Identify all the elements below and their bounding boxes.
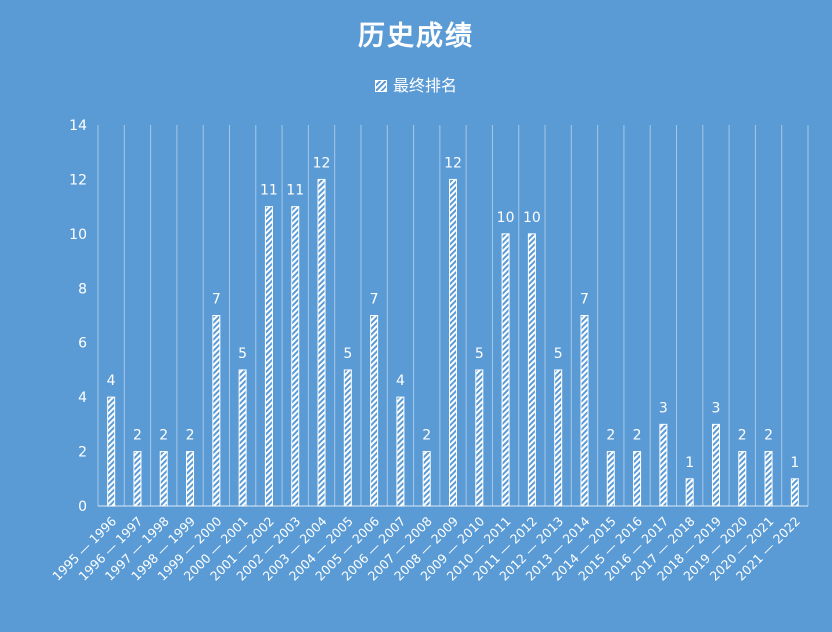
data-label: 7 — [370, 292, 379, 308]
data-label: 5 — [238, 346, 247, 362]
data-label: 3 — [659, 400, 668, 416]
y-tick-label: 0 — [78, 499, 87, 515]
data-label: 7 — [212, 292, 221, 308]
bar — [475, 369, 484, 507]
bar — [396, 396, 405, 507]
data-label: 11 — [260, 183, 278, 199]
data-label: 2 — [606, 428, 615, 444]
y-tick-label: 14 — [69, 118, 87, 134]
data-label: 5 — [554, 346, 563, 362]
bar — [738, 451, 747, 507]
bar — [212, 315, 221, 507]
y-tick-label: 10 — [69, 227, 87, 243]
bar — [343, 369, 352, 507]
chart-title: 历史成绩 — [358, 21, 474, 52]
bar — [133, 451, 142, 507]
data-label: 12 — [444, 155, 462, 171]
data-label: 5 — [343, 346, 352, 362]
data-label: 10 — [523, 210, 541, 226]
bar — [606, 451, 615, 507]
bar — [659, 423, 668, 507]
bar — [317, 178, 326, 507]
data-label: 2 — [159, 428, 168, 444]
bar — [291, 206, 300, 507]
data-label: 2 — [133, 428, 142, 444]
data-label: 2 — [633, 428, 642, 444]
y-tick-label: 8 — [78, 281, 87, 297]
legend-label: 最终排名 — [392, 76, 457, 95]
bar — [711, 423, 720, 507]
y-tick-label: 6 — [78, 336, 87, 352]
bar — [580, 315, 589, 507]
bar — [527, 233, 536, 507]
bar — [159, 451, 168, 507]
data-label: 4 — [107, 373, 116, 389]
data-label: 2 — [186, 428, 195, 444]
bar — [449, 178, 457, 507]
data-label: 2 — [738, 428, 747, 444]
bar — [554, 369, 563, 507]
bar — [238, 369, 247, 507]
bar — [422, 451, 431, 507]
y-tick-label: 12 — [69, 172, 87, 188]
y-tick-label: 2 — [78, 445, 87, 461]
data-label: 2 — [764, 428, 773, 444]
data-label: 3 — [712, 400, 721, 416]
bar — [633, 451, 642, 507]
bar — [107, 396, 116, 507]
legend-swatch — [374, 80, 387, 92]
bar — [264, 206, 273, 507]
y-tick-label: 4 — [78, 390, 87, 406]
data-label: 4 — [396, 373, 405, 389]
data-label: 7 — [580, 292, 589, 308]
bar — [370, 315, 379, 507]
legend: 最终排名 — [0, 72, 832, 96]
bar — [501, 233, 510, 507]
data-label: 1 — [790, 455, 799, 471]
data-label: 11 — [286, 183, 304, 199]
bar — [764, 451, 773, 507]
data-label: 1 — [685, 455, 694, 471]
data-label: 12 — [313, 155, 331, 171]
bar — [685, 478, 694, 507]
data-label: 2 — [422, 428, 431, 444]
data-label: 5 — [475, 346, 484, 362]
data-label: 10 — [497, 210, 515, 226]
bar — [790, 478, 799, 507]
bar — [186, 451, 195, 507]
